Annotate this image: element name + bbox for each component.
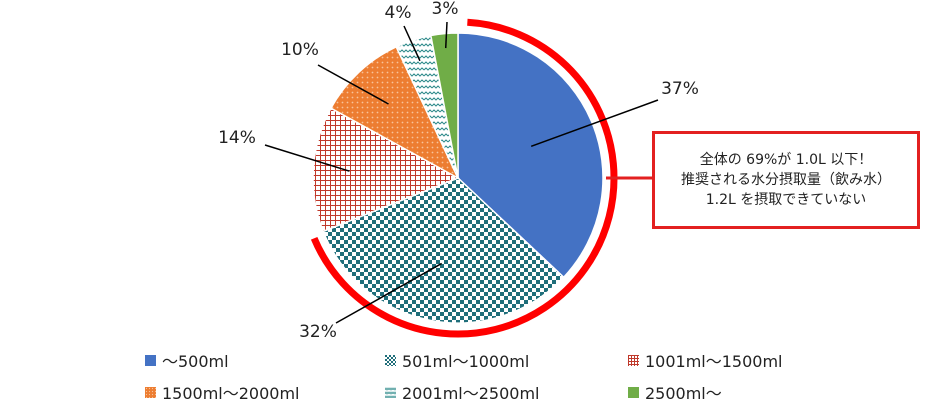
leader-line-1500-2000ml [317,64,389,105]
leader-line-under-500ml [530,99,659,148]
data-label-2001-2500ml: 4% [385,3,412,23]
leader-line-1001-1500ml [264,144,350,172]
highlight-arc-path [310,18,618,338]
slice-over-2500ml [429,32,459,179]
callout-line-2: 推奨される水分摂取量（飲み水） [681,172,891,188]
slice-under-500ml [457,32,604,279]
callout-line-3: 1.2L を摂取できていない [705,192,867,208]
data-label-over-2500ml: 3% [432,0,459,19]
data-label-1500-2000ml: 10% [281,40,319,60]
slice-1500-2000ml [329,45,460,180]
leader-line-over-2500ml [444,21,448,49]
data-label-501-1000ml: 32% [299,322,337,342]
slice-501-1000ml [322,177,565,324]
slice-1001-1500ml [312,107,460,233]
highlight-arc [310,18,618,338]
slice-labels: 37% 32% 14% 10% 4% 3% [218,0,699,342]
leader-line-2001-2500ml [403,25,421,62]
leader-line-501-1000ml [335,262,443,324]
leader-lines [264,21,659,324]
data-label-under-500ml: 37% [661,79,699,99]
callout-line-1: 全体の 69%が 1.0L 以下！ [699,152,873,168]
callout-box: 全体の 69%が 1.0L 以下！ 推奨される水分摂取量（飲み水） 1.2L を… [652,131,920,229]
pie-slices [312,32,604,324]
data-label-1001-1500ml: 14% [218,128,256,148]
